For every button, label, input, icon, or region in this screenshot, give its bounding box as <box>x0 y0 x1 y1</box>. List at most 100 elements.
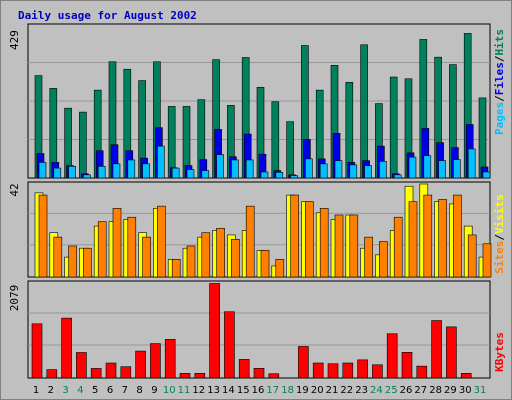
pages-bar-day-31 <box>482 171 491 179</box>
legend-sites: Sites <box>493 241 506 274</box>
day-label-19: 19 <box>296 385 309 396</box>
sites-bar-day-21 <box>334 214 344 278</box>
kbytes-bar-day-5 <box>90 368 102 379</box>
sites-bar-day-13 <box>216 227 225 278</box>
pages-bar-day-9 <box>157 145 165 179</box>
day-label-18: 18 <box>281 385 294 396</box>
hits-bar-day-25 <box>389 76 398 179</box>
pages-bar-day-19 <box>305 158 313 179</box>
day-label-1: 1 <box>33 385 39 396</box>
pages-bar-day-21 <box>334 160 343 179</box>
pages-bar-day-7 <box>127 159 136 179</box>
pages-bar-day-28 <box>438 160 446 179</box>
kbytes-bar-day-19 <box>298 346 309 379</box>
panel-3-area <box>27 280 491 379</box>
panel-3-legend: KBytes <box>493 332 506 372</box>
day-label-22: 22 <box>340 385 353 396</box>
sites-bar-day-17 <box>275 258 285 278</box>
pages-bar-day-29 <box>453 159 461 179</box>
sites-bar-day-16 <box>260 250 270 278</box>
day-label-31: 31 <box>474 385 487 396</box>
legend-hits: Hits <box>493 29 506 56</box>
kbytes-bar-day-14 <box>224 311 235 379</box>
pages-bar-day-11 <box>186 169 195 179</box>
sites-bar-day-18 <box>290 194 299 278</box>
sites-bar-day-14 <box>231 239 240 278</box>
day-label-24: 24 <box>370 385 383 396</box>
hits-bar-day-10 <box>167 106 176 179</box>
day-label-9: 9 <box>151 385 157 396</box>
sites-bar-day-29 <box>453 194 462 278</box>
kbytes-bar-day-16 <box>253 368 265 379</box>
pages-bar-day-26 <box>408 156 417 179</box>
pages-bar-day-4 <box>83 174 91 179</box>
hits-bar-day-31 <box>478 97 487 179</box>
kbytes-bar-day-11 <box>179 373 191 379</box>
hits-bar-day-4 <box>79 111 87 179</box>
kbytes-bar-day-4 <box>76 352 87 379</box>
pages-bar-day-5 <box>97 166 106 179</box>
panel-2-ymax-label: 42 <box>8 183 21 196</box>
pages-bar-day-16 <box>260 171 269 179</box>
kbytes-bar-day-6 <box>105 362 117 379</box>
day-label-17: 17 <box>266 385 279 396</box>
sites-bar-day-6 <box>112 208 122 278</box>
sites-bar-day-28 <box>438 199 447 278</box>
kbytes-bar-day-30 <box>460 373 472 379</box>
day-label-7: 7 <box>122 385 128 396</box>
sites-bar-day-24 <box>379 241 388 278</box>
sites-bar-day-7 <box>127 216 137 278</box>
sites-bar-day-26 <box>408 201 418 278</box>
day-label-13: 13 <box>207 385 220 396</box>
kbytes-bar-day-24 <box>372 364 383 379</box>
kbytes-bar-day-21 <box>327 363 339 379</box>
sites-bar-day-20 <box>319 208 329 278</box>
day-label-30: 30 <box>459 385 472 396</box>
panel-1-legend: Pages/Files/Hits <box>493 29 506 135</box>
sites-bar-day-22 <box>349 214 359 278</box>
kbytes-bar-day-13 <box>209 283 220 379</box>
day-label-21: 21 <box>326 385 339 396</box>
legend-pages: Pages <box>493 102 506 135</box>
sites-bar-day-12 <box>201 232 211 278</box>
kbytes-bar-day-10 <box>164 339 176 379</box>
kbytes-bar-day-7 <box>120 366 132 379</box>
kbytes-bar-day-9 <box>150 343 161 379</box>
kbytes-bar-day-23 <box>357 359 368 379</box>
hits-bar-day-18 <box>286 121 294 179</box>
pages-bar-day-25 <box>393 174 402 179</box>
sites-bar-day-27 <box>423 194 433 278</box>
pages-bar-day-3 <box>68 166 76 179</box>
sites-bar-day-30 <box>467 234 477 278</box>
pages-bar-day-24 <box>379 161 387 179</box>
day-label-10: 10 <box>163 385 176 396</box>
legend-separator: / <box>493 95 506 102</box>
sites-bar-day-8 <box>142 236 151 278</box>
day-label-15: 15 <box>237 385 250 396</box>
pages-bar-day-13 <box>216 154 224 179</box>
pages-bar-day-22 <box>349 164 358 179</box>
sites-bar-day-3 <box>68 245 77 278</box>
kbytes-bar-day-25 <box>386 333 398 379</box>
day-label-8: 8 <box>136 385 142 396</box>
kbytes-bar-day-22 <box>342 362 354 379</box>
sites-bar-day-23 <box>364 236 373 278</box>
legend-visits: Visits <box>493 194 506 234</box>
sites-bar-day-19 <box>305 201 314 278</box>
pages-bar-day-20 <box>319 163 328 179</box>
sites-bar-day-10 <box>171 258 181 278</box>
day-label-27: 27 <box>414 385 427 396</box>
pages-bar-day-14 <box>231 159 239 179</box>
day-label-29: 29 <box>444 385 457 396</box>
sites-bar-day-1 <box>38 194 48 278</box>
sites-bar-day-25 <box>393 216 403 278</box>
kbytes-bar-day-17 <box>268 373 280 379</box>
day-label-14: 14 <box>222 385 235 396</box>
day-label-20: 20 <box>311 385 324 396</box>
pages-bar-day-17 <box>275 172 284 179</box>
kbytes-bar-day-29 <box>446 326 457 379</box>
pages-bar-day-10 <box>171 167 180 179</box>
day-label-4: 4 <box>77 385 83 396</box>
day-label-28: 28 <box>429 385 442 396</box>
